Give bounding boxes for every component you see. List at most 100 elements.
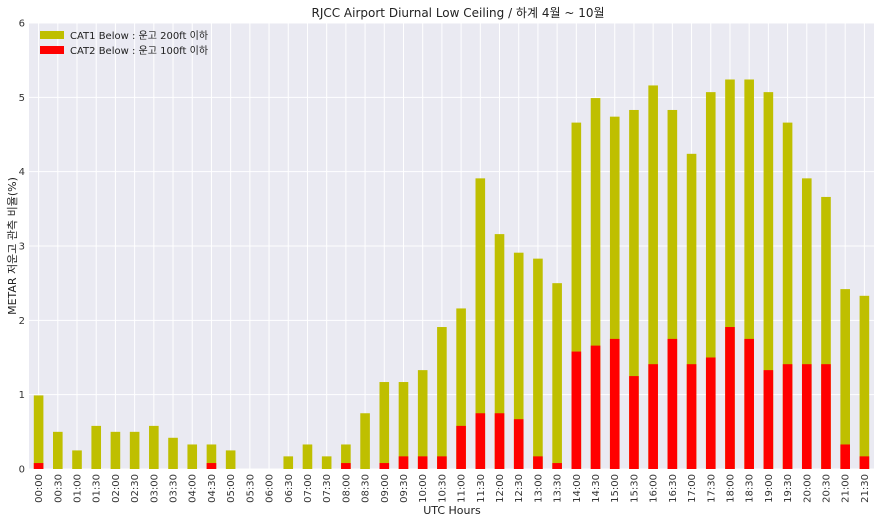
bar-series2-1830 [744,338,754,469]
bar-series1-0500 [225,450,236,469]
bar-series1-1200 [494,234,505,469]
bar-series2-1430 [590,345,601,469]
bar-series2-1800 [725,327,735,469]
bar-series2-1900 [763,370,774,469]
x-tick-label: 13:30 [553,474,564,503]
x-tick-label: 02:00 [111,474,122,503]
bar-series1-0900 [379,382,390,469]
bar-series1-0730 [321,456,332,469]
bar-series1-1430 [590,98,601,470]
x-tick-label: 00:30 [53,474,64,503]
bar-series2-2030 [821,364,831,469]
bar-series1-1230 [513,252,524,469]
bar-series1-0000 [33,395,44,469]
x-tick-label: 14:30 [591,474,602,503]
x-tick-label: 03:00 [149,474,160,503]
x-tick-label: 10:30 [437,474,448,503]
x-tick-label: 21:00 [841,474,852,503]
x-tick-labels: 00:00 00:30 01:00 01:30 02:00 02:30 03:00 03:30… [34,474,871,503]
bar-series1-1730 [705,92,716,469]
bar-series1-0430 [206,444,217,469]
bar-series1-1630 [667,109,678,469]
bars [33,79,870,470]
x-tick-label: 11:30 [476,474,487,503]
bar-series1-2130 [859,295,870,469]
x-tick-label: 18:00 [725,474,736,503]
bar-series2-1330 [552,463,562,469]
legend: CAT1 Below : 운고 200ft 이하 CAT2 Below : 운고… [40,29,208,57]
x-tick-label: 08:00 [341,474,352,503]
x-tick-label: 01:30 [92,474,103,503]
x-tick-label: 20:00 [802,474,813,503]
x-tick-label: 08:30 [361,474,372,503]
bar-series1-1700 [686,153,697,469]
chart-title: RJCC Airport Diurnal Low Ceiling / 하계 4월… [311,6,604,20]
bar-series2-1130 [475,413,486,469]
legend-label-cat2: CAT2 Below : 운고 100ft 이하 [70,44,208,57]
bar-series2-1930 [782,364,793,469]
bar-series2-0430 [206,463,217,469]
x-tick-label: 07:30 [322,474,333,503]
x-tick-label: 07:00 [303,474,314,503]
bar-series1-2100 [840,289,850,469]
y-tick-labels: 0 1 2 3 4 5 6 [19,19,25,476]
bar-series1-0630 [283,456,294,469]
bar-series1-1900 [763,92,774,469]
bar-series2-1700 [686,364,697,469]
y-tick-label: 3 [19,242,25,253]
x-tick-label: 06:00 [265,474,276,503]
x-tick-label: 03:30 [169,474,180,503]
x-tick-label: 21:30 [860,474,871,503]
x-tick-label: 04:30 [207,474,218,503]
bar-series2-2130 [859,456,870,469]
bar-series1-0230 [129,431,140,469]
x-tick-label: 15:30 [629,474,640,503]
x-tick-label: 16:00 [649,474,660,503]
bar-series1-0330 [168,437,178,469]
bar-series1-2030 [821,196,831,469]
bar-series2-1500 [609,338,620,469]
y-axis-label: METAR 저운고 관측 비율(%) [6,177,19,315]
bar-series1-0400 [187,444,198,469]
x-tick-label: 20:30 [821,474,832,503]
x-tick-label: 19:30 [783,474,794,503]
x-axis-label: UTC Hours [423,504,481,517]
x-tick-label: 05:00 [226,474,237,503]
x-tick-label: 00:00 [34,474,45,503]
bar-series2-1530 [629,376,639,469]
bar-series2-1030 [437,456,447,469]
bar-series1-1030 [437,327,447,469]
x-tick-label: 09:00 [380,474,391,503]
bar-series1-1530 [629,109,639,469]
bar-series1-0300 [149,425,159,469]
y-tick-label: 4 [19,167,25,178]
bar-series1-1130 [475,178,486,469]
bar-series2-1100 [456,425,466,469]
bar-series2-1730 [705,357,716,469]
bar-series2-1630 [667,338,678,469]
bar-series2-2100 [840,444,850,469]
x-tick-label: 04:00 [188,474,199,503]
bar-series1-1830 [744,79,754,469]
bar-series1-1330 [552,283,562,469]
bar-series1-1400 [571,122,582,470]
x-tick-label: 17:30 [706,474,717,503]
bar-series1-2000 [801,178,812,469]
y-tick-label: 6 [19,19,25,30]
x-tick-label: 02:30 [130,474,141,503]
bar-series1-0030 [53,431,63,469]
bar-series2-2000 [801,364,812,469]
bar-series1-0130 [91,425,102,469]
x-tick-label: 15:00 [610,474,621,503]
bar-series1-1500 [609,116,620,469]
bar-series2-0800 [341,463,351,469]
bar-series1-1000 [417,370,428,469]
x-tick-label: 12:30 [514,474,525,503]
x-tick-label: 09:30 [399,474,410,503]
bar-series2-1000 [417,456,428,469]
x-tick-label: 14:00 [572,474,583,503]
bar-series2-1400 [571,351,582,469]
bar-series2-0930 [398,456,409,469]
bar-series1-0200 [110,431,121,469]
